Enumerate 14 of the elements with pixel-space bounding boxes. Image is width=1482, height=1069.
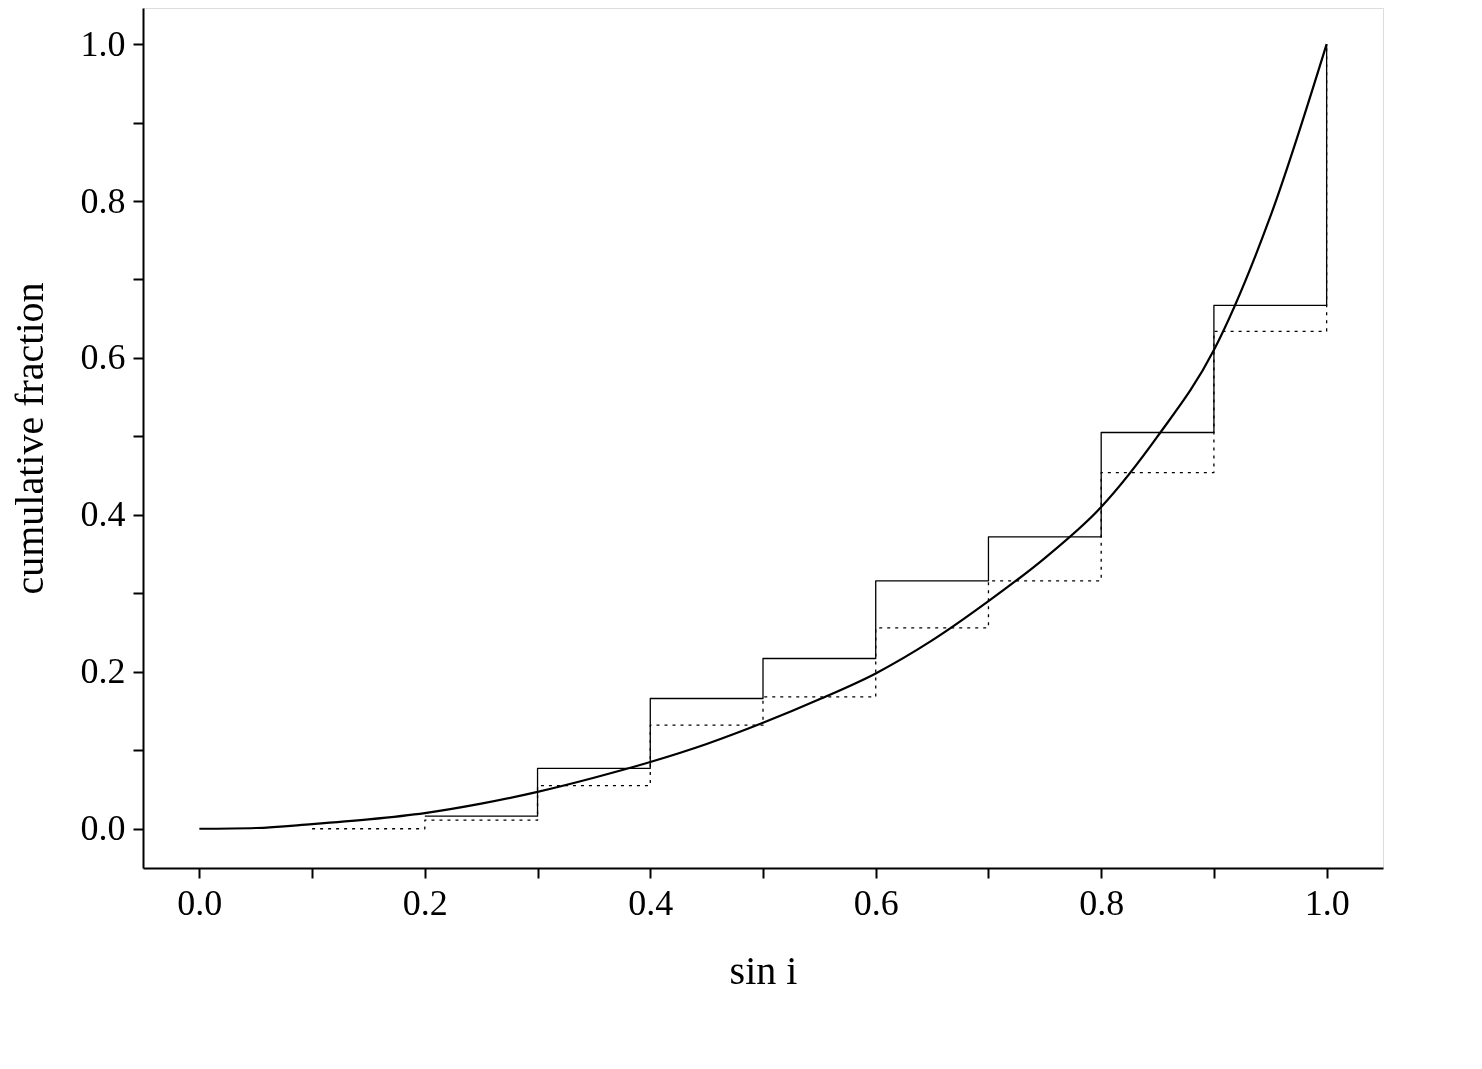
y-tick-label: 0.0 (80, 808, 126, 849)
y-tick-label: 0.8 (80, 180, 126, 221)
x-axis-title: sin i (729, 947, 798, 993)
x-tick-label: 0.4 (628, 882, 674, 923)
y-tick-label: 0.4 (80, 494, 126, 535)
x-tick-label: 1.0 (1304, 882, 1350, 923)
x-tick-label: 0.8 (1079, 882, 1125, 923)
y-tick-label: 0.2 (80, 651, 126, 692)
y-tick-label: 1.0 (80, 23, 126, 64)
x-tick-label: 0.6 (853, 882, 899, 923)
y-axis-title: cumulative fraction (6, 282, 52, 595)
x-tick-label: 0.2 (402, 882, 448, 923)
y-tick-label: 0.6 (80, 337, 126, 378)
x-tick-label: 0.0 (177, 882, 223, 923)
